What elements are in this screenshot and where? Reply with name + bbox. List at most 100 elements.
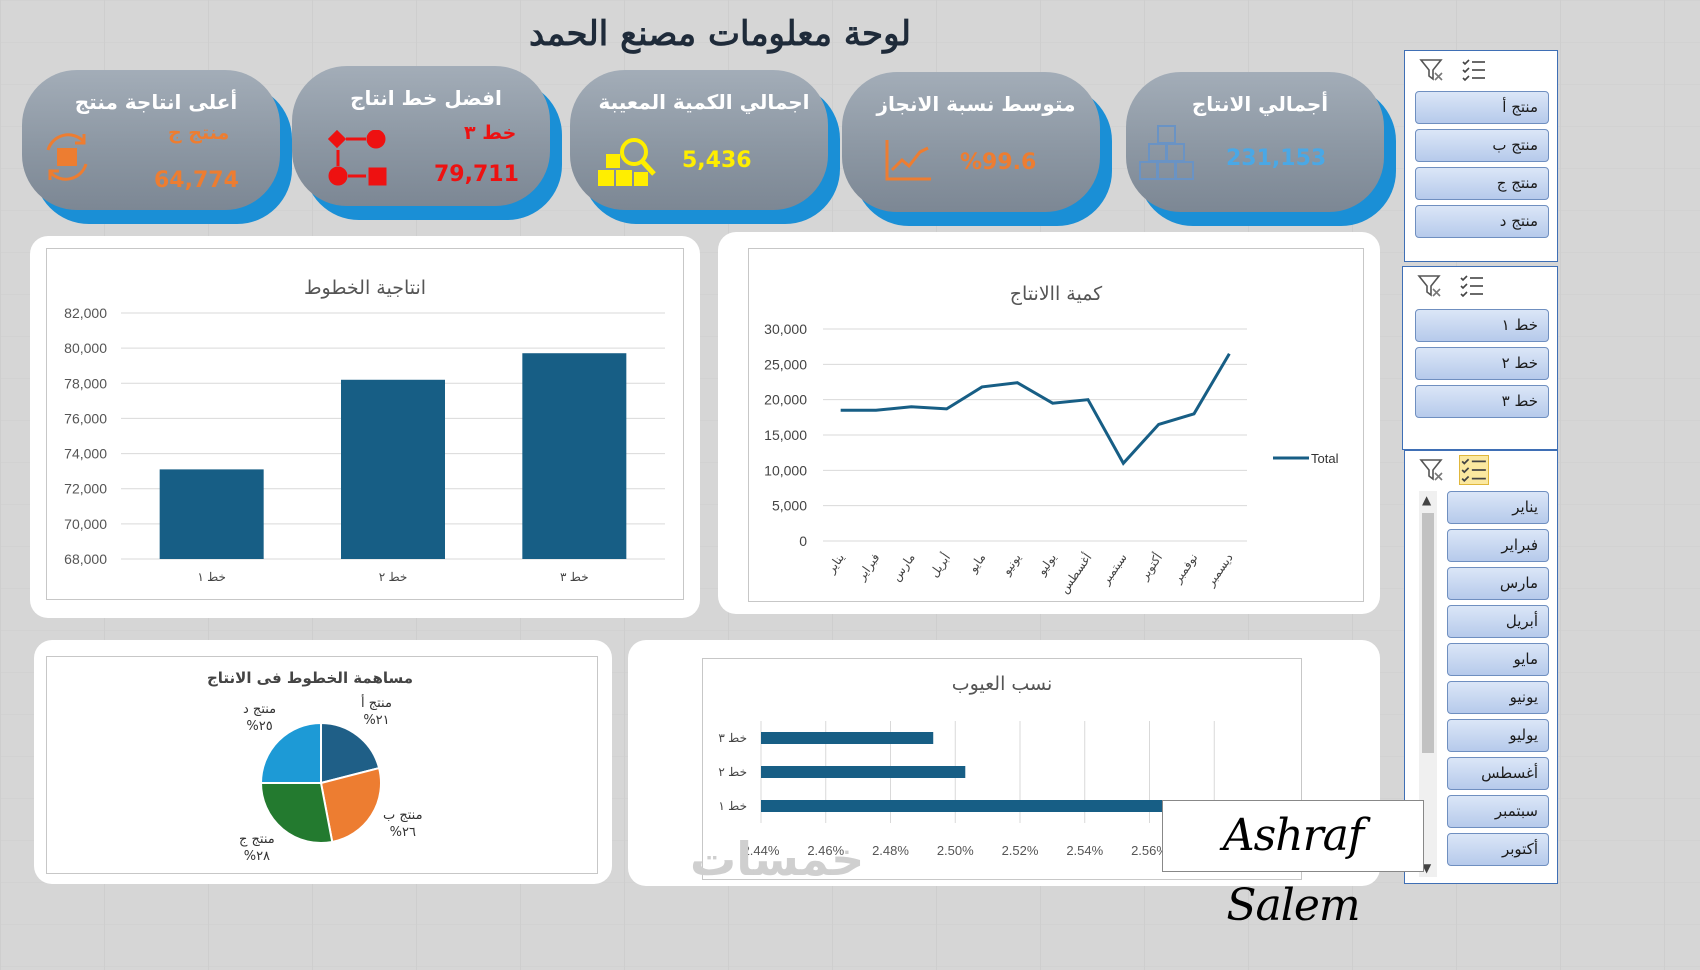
multi-select-icon[interactable] — [1459, 273, 1485, 299]
series-line-total — [840, 352, 1231, 466]
y-tick-label: 78,000 — [64, 375, 107, 391]
x-tick-label: خط ٣ — [560, 570, 589, 584]
chart-title: كمية االانتاج — [1009, 283, 1103, 305]
line-productivity-panel: انتاجية الخطوط 82,000 80,000 78,000 76,000 7… — [30, 236, 700, 618]
production-quantity-svg: 30,000 25,000 20,000 15,000 10,000 5,000 0 يناي… — [764, 321, 1339, 596]
bar — [159, 469, 264, 559]
kpi-top-product: أعلى انتاجة منتج منتج ج 64,774 — [22, 70, 292, 224]
slicer-item-product-b[interactable]: منتج ب — [1415, 129, 1549, 162]
x-tick-label: خط ٢ — [379, 570, 408, 584]
production-quantity-panel: كمية االانتاج 30,000 25,000 20,000 15,000 10… — [718, 232, 1380, 614]
y-tick-label: 82,000 — [64, 305, 107, 321]
x-tick-label: نوفمبر — [1170, 551, 1201, 586]
kpi-total-production: أجمالي الانتاج 231,153 — [1126, 72, 1396, 226]
x-tick-label: 2.46% — [807, 843, 844, 858]
chart-title: نسب العيوب — [951, 673, 1053, 695]
slicer-item-month[interactable]: فبراير — [1447, 529, 1549, 562]
process-flow-icon — [328, 130, 387, 186]
trend-chart-icon — [885, 140, 931, 181]
slicer-item-month[interactable]: مايو — [1447, 643, 1549, 676]
slicer-item-product-d[interactable]: منتج د — [1415, 205, 1549, 238]
scroll-thumb[interactable] — [1422, 513, 1434, 753]
clear-filter-icon[interactable] — [1419, 457, 1445, 483]
line-productivity-svg: 82,000 80,000 78,000 76,000 74,000 72,000 70,0… — [64, 305, 665, 584]
x-tick-label: 2.48% — [872, 843, 909, 858]
x-tick-label: 2.54% — [1066, 843, 1103, 858]
scroll-up-icon[interactable]: ▲ — [1422, 493, 1432, 507]
y-tick-label: 20,000 — [764, 392, 807, 408]
y-tick-label: خط ١ — [718, 799, 747, 813]
x-tick-label: يونيو — [999, 551, 1024, 578]
y-tick-label: 30,000 — [764, 321, 807, 337]
x-tick-label: سبتمبر — [1098, 551, 1130, 588]
slicer-item-month[interactable]: مارس — [1447, 567, 1549, 600]
x-tick-label: فبراير — [854, 551, 883, 584]
bar — [522, 353, 627, 559]
slicer-item-month[interactable]: أكتوبر — [1447, 833, 1549, 866]
x-tick-label: 2.52% — [1002, 843, 1039, 858]
y-tick-label: 76,000 — [64, 410, 107, 426]
kpi-best-line-name: خط ٣ — [464, 122, 517, 144]
slicer-item-month[interactable]: أغسطس — [1447, 757, 1549, 790]
slicer-item-line-2[interactable]: خط ٢ — [1415, 347, 1549, 380]
y-tick-label: 80,000 — [64, 340, 107, 356]
slicer-item-month[interactable]: أبريل — [1447, 605, 1549, 638]
slicer-item-month[interactable]: يونيو — [1447, 681, 1549, 714]
chart-title: مساهمة الخطوط فى الانتاج — [206, 669, 414, 687]
slicer-item-product-a[interactable]: منتج أ — [1415, 91, 1549, 124]
slicer-item-month[interactable]: يوليو — [1447, 719, 1549, 752]
multi-select-icon[interactable] — [1461, 57, 1487, 83]
x-tick-label: 2.50% — [937, 843, 974, 858]
months-scrollbar[interactable]: ▲ ▼ — [1419, 491, 1437, 877]
x-tick-label: يناير — [823, 551, 847, 577]
multi-select-icon-active[interactable] — [1459, 455, 1489, 485]
slicer-item-month[interactable]: يناير — [1447, 491, 1549, 524]
kpi-title: أعلى انتاجة منتج — [74, 90, 238, 114]
page-title: لوحة معلومات مصنع الحمد — [528, 14, 911, 54]
x-tick-label: أكتوبر — [1136, 550, 1165, 583]
product-cycle-icon — [46, 133, 88, 181]
y-tick-label: خط ٣ — [718, 731, 747, 745]
kpi-avg-completion: متوسط نسبة الانجاز %99.6 — [842, 72, 1112, 226]
chart-title: انتاجية الخطوط — [303, 277, 427, 299]
boxes-icon — [1139, 125, 1194, 180]
slicer-item-line-3[interactable]: خط ٣ — [1415, 385, 1549, 418]
scroll-down-icon[interactable]: ▼ — [1422, 861, 1432, 875]
bar — [761, 732, 934, 744]
y-tick-label: 10,000 — [764, 462, 807, 478]
kpi-title: أجمالي الانتاج — [1191, 92, 1329, 116]
slicer-item-product-c[interactable]: منتج ج — [1415, 167, 1549, 200]
slicer-item-month[interactable]: سبتمبر — [1447, 795, 1549, 828]
y-tick-label: 70,000 — [64, 516, 107, 532]
clear-filter-icon[interactable] — [1417, 273, 1443, 299]
kpi-value: 79,711 — [434, 162, 519, 187]
y-tick-label: 25,000 — [764, 356, 807, 372]
slicer-item-line-1[interactable]: خط ١ — [1415, 309, 1549, 342]
y-tick-label: 0 — [799, 533, 807, 549]
bar — [761, 800, 1239, 812]
pie-label-c: منتج ج %٢٨ — [239, 832, 275, 864]
line-productivity-chart: انتاجية الخطوط 82,000 80,000 78,000 76,000 7… — [46, 248, 684, 600]
x-tick-label: 2.44% — [743, 843, 780, 858]
pie-slice — [319, 766, 382, 844]
x-tick-label: مارس — [889, 551, 918, 584]
bar — [761, 766, 966, 778]
kpi-title: متوسط نسبة الانجاز — [876, 92, 1076, 116]
line-contribution-panel: مساهمة الخطوط فى الانتاج منتج د %٢٥ منتج… — [34, 640, 612, 884]
y-tick-label: 15,000 — [764, 427, 807, 443]
x-tick-label: 2.56% — [1131, 843, 1168, 858]
pie-label-b: منتج ب %٢٦ — [383, 808, 423, 840]
pie-label-a: منتج أ %٢١ — [361, 696, 392, 728]
lines-slicer: خط ١ خط ٢ خط ٣ — [1402, 266, 1558, 450]
legend-label: Total — [1311, 451, 1339, 466]
clear-filter-icon[interactable] — [1419, 57, 1445, 83]
pie-slice — [320, 721, 381, 785]
kpi-value: %99.6 — [960, 150, 1037, 175]
y-tick-label: 68,000 — [64, 551, 107, 567]
pie-slice — [259, 721, 322, 784]
pie-label-d: منتج د %٢٥ — [243, 702, 277, 734]
kpi-value: 231,153 — [1226, 146, 1327, 171]
bar — [341, 379, 445, 559]
line-contribution-chart: مساهمة الخطوط فى الانتاج منتج د %٢٥ منتج… — [46, 656, 598, 874]
kpi-value: 5,436 — [682, 148, 752, 173]
